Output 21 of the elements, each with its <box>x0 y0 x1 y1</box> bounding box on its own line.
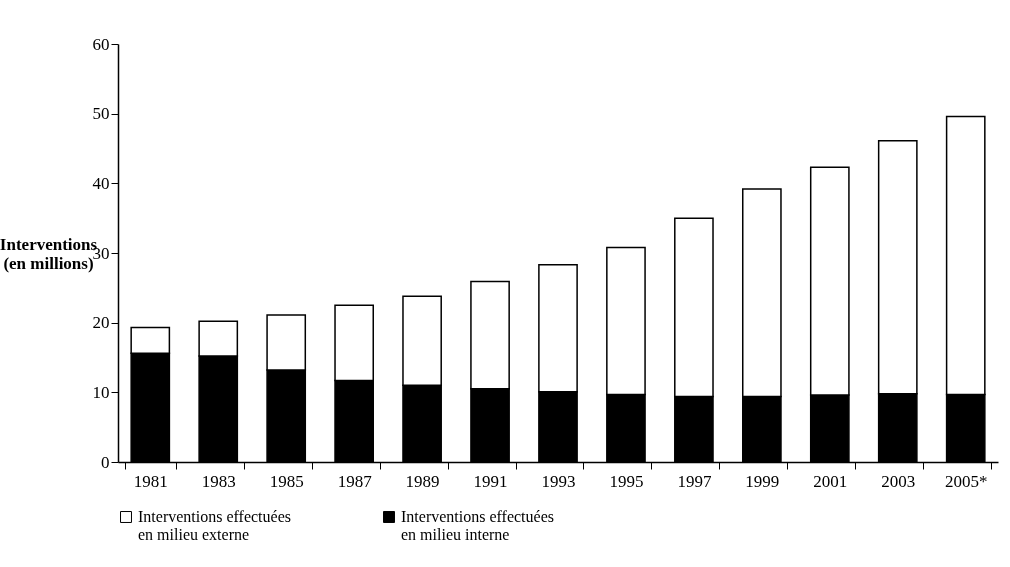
legend-label: Interventions effectuées en milieu externe <box>138 508 291 543</box>
x-tick-label: 2005* <box>944 471 988 491</box>
x-tick-label: 1995 <box>609 471 644 491</box>
x-tick-label: 1993 <box>541 471 576 491</box>
x-tick-label: 1997 <box>677 471 712 491</box>
y-tick-label: 60 <box>92 34 110 54</box>
x-tick-label: 1983 <box>201 471 236 491</box>
y-tick-label: 20 <box>92 313 110 333</box>
y-tick-label: 0 <box>101 452 110 472</box>
x-tick-label: 1999 <box>745 471 780 491</box>
x-tick-label: 1981 <box>133 471 168 491</box>
x-tick-label: 1989 <box>405 471 440 491</box>
x-tick-label: 1985 <box>269 471 304 491</box>
y-tick-label: 10 <box>92 382 110 402</box>
x-tick-label: 2003 <box>881 471 916 491</box>
y-tick-label: 40 <box>92 173 110 193</box>
x-tick-label: 2001 <box>813 471 848 491</box>
x-tick-label: 1991 <box>473 471 508 491</box>
y-tick-label: 50 <box>92 104 110 124</box>
x-tick-label: 1987 <box>337 471 373 491</box>
legend-label: Interventions effectuées en milieu interne <box>401 508 554 543</box>
